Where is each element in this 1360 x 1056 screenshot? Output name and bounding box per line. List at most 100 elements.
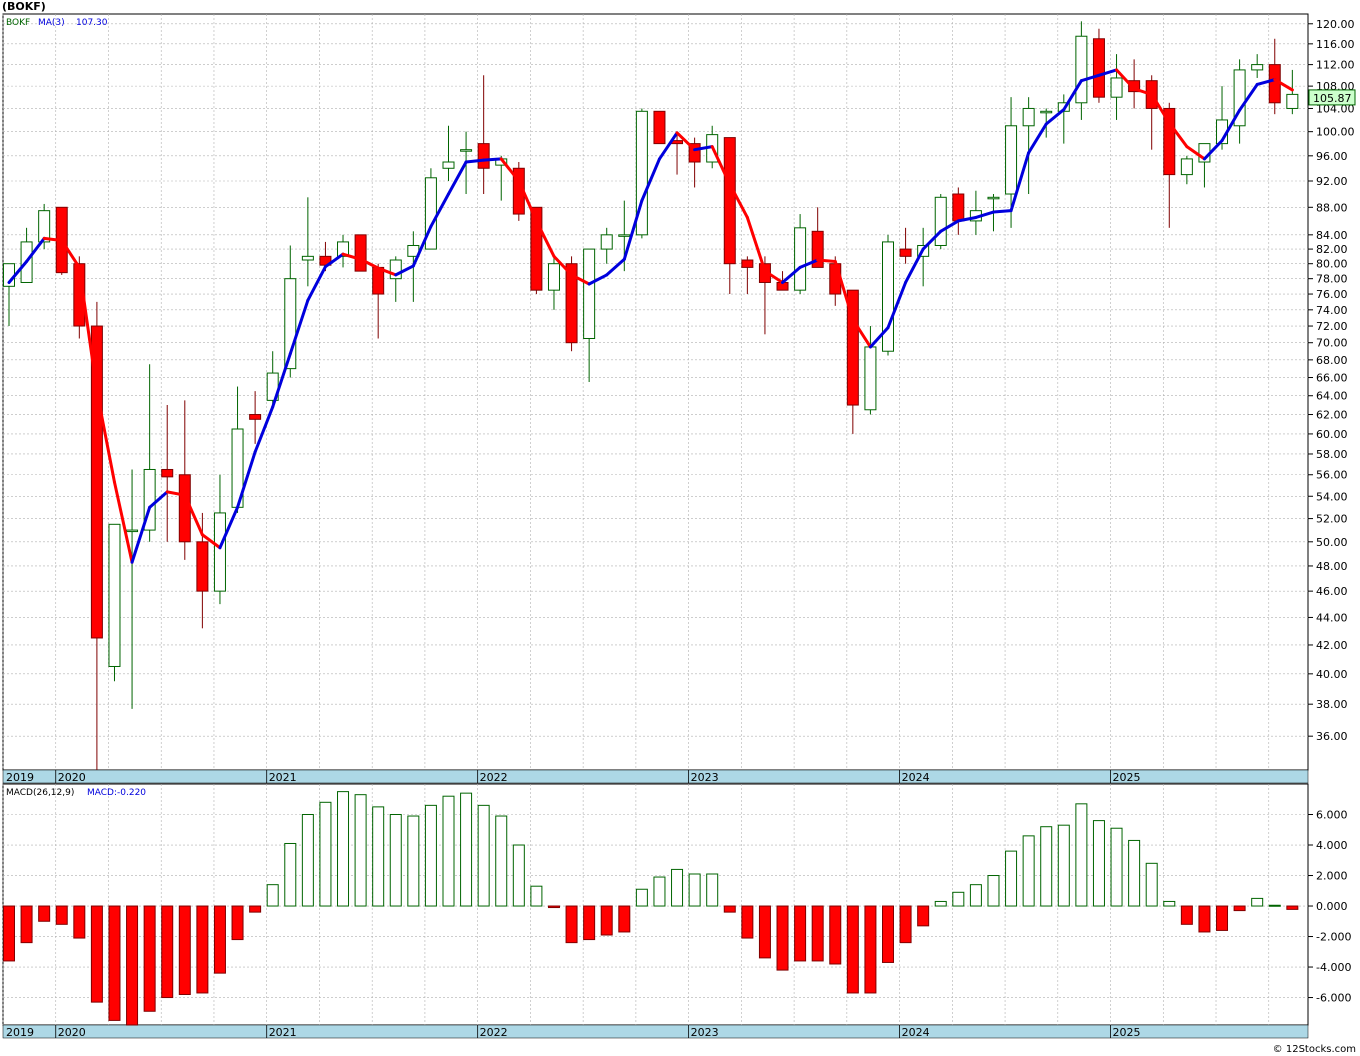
macd-bar: [758, 905, 771, 959]
macd-tick-label: -4.000: [1316, 961, 1351, 974]
candle-body: [249, 414, 262, 420]
macd-tick-label: 0.000: [1316, 900, 1348, 913]
macd-bar: [161, 905, 174, 999]
legend-ma-label: MA(3): [38, 18, 65, 28]
price-tick-label: 58.00: [1316, 448, 1348, 461]
macd-bar: [1128, 839, 1141, 907]
ma-line-segment: [886, 280, 908, 330]
ma-line-segment: [745, 215, 767, 273]
ma-line-segment: [605, 257, 626, 277]
candle-body: [389, 259, 402, 280]
macd-bar: [723, 905, 736, 913]
candle-body: [1163, 107, 1176, 176]
macd-bar: [424, 804, 437, 907]
macd-tick-label: -6.000: [1316, 992, 1351, 1005]
macd-year-label: 2020: [58, 1026, 86, 1039]
ma-line-segment: [552, 254, 574, 277]
ma-line-segment: [1220, 108, 1242, 143]
macd-bar: [829, 905, 842, 965]
price-year-label: 2022: [480, 771, 508, 784]
ma-line-segment: [165, 490, 187, 497]
candle-body: [38, 210, 51, 243]
macd-bar: [1057, 824, 1070, 907]
price-year-label: 2020: [58, 771, 86, 784]
ma-line-segment: [429, 192, 450, 228]
price-tick-label: 80.00: [1316, 258, 1348, 271]
ma-line-segment: [798, 258, 820, 269]
candle-body: [1110, 77, 1123, 98]
macd-bar: [143, 905, 156, 1012]
price-tick-label: 38.00: [1316, 698, 1348, 711]
macd-bar: [1110, 827, 1123, 907]
macd-bar: [600, 905, 613, 936]
ma-line-segment: [1255, 78, 1277, 86]
macd-bar: [389, 814, 402, 907]
last-price-box: [1308, 89, 1356, 106]
candle-body: [741, 259, 754, 268]
macd-year-label: 2024: [902, 1026, 930, 1039]
candle-body: [934, 196, 947, 246]
ma-line-segment: [534, 219, 556, 258]
ma-line-segment: [622, 199, 644, 261]
candle-body: [108, 523, 121, 667]
ma-line-segment: [376, 266, 398, 277]
ma-line-segment: [710, 145, 732, 186]
macd-bar: [899, 905, 912, 944]
candle-body: [196, 541, 209, 592]
price-tick-label: 104.00: [1316, 102, 1355, 115]
ma-line-segment: [833, 259, 855, 322]
macd-tick-label: -2.000: [1316, 931, 1351, 944]
ma-line-segment: [1115, 68, 1136, 91]
ma-line-segment: [271, 352, 292, 409]
candle-body: [1040, 110, 1053, 114]
macd-bar: [530, 885, 543, 907]
ma-line-segment: [288, 298, 310, 356]
candle-body: [635, 110, 648, 236]
candle-body: [442, 161, 455, 169]
macd-bar: [266, 884, 279, 907]
macd-bar: [583, 905, 596, 941]
macd-year-label: 2023: [691, 1026, 719, 1039]
ma-line-segment: [904, 247, 925, 284]
price-tick-label: 36.00: [1316, 730, 1348, 743]
macd-tick-label: 6.000: [1316, 809, 1348, 822]
ma-line-segment: [25, 236, 46, 263]
macd-bar: [635, 888, 648, 907]
candle-body: [143, 468, 156, 531]
ma-line-segment: [1185, 145, 1206, 161]
macd-bar: [1075, 803, 1088, 907]
ma-line-segment: [253, 405, 275, 454]
price-tick-label: 44.00: [1316, 611, 1348, 624]
macd-bar: [337, 791, 350, 907]
candle-body: [90, 325, 103, 639]
macd-bar: [846, 905, 859, 994]
ma-line-segment: [306, 265, 327, 302]
macd-bar: [969, 884, 982, 907]
macd-indicator-label: MACD(26,12,9): [6, 788, 74, 798]
candle-body: [477, 143, 490, 169]
price-tick-label: 46.00: [1316, 585, 1348, 598]
macd-value-label: MACD:-0.220: [87, 788, 146, 798]
macd-year-label: 2021: [269, 1026, 297, 1039]
macd-bar: [1216, 905, 1229, 931]
ma-line-segment: [1202, 139, 1224, 161]
candle-body: [899, 248, 912, 257]
legend-ticker: BOKF: [6, 18, 30, 28]
ma-line-segment: [1273, 78, 1294, 92]
macd-bar: [1268, 904, 1281, 907]
candle-body: [653, 110, 666, 145]
candle-body: [1286, 93, 1299, 109]
ma-line-segment: [1062, 79, 1083, 112]
candle-body: [1022, 107, 1035, 127]
price-year-label: 2023: [691, 771, 719, 784]
price-tick-label: 54.00: [1316, 490, 1348, 503]
macd-bar: [477, 804, 490, 907]
macd-bar: [688, 873, 701, 907]
candle-body: [618, 234, 631, 237]
price-tick-label: 78.00: [1316, 273, 1348, 286]
candle-body: [987, 196, 1000, 200]
ma-line-segment: [570, 273, 591, 286]
ma-line-segment: [1097, 68, 1119, 77]
ma-line-segment: [974, 210, 995, 219]
ma-line-segment: [359, 257, 380, 270]
